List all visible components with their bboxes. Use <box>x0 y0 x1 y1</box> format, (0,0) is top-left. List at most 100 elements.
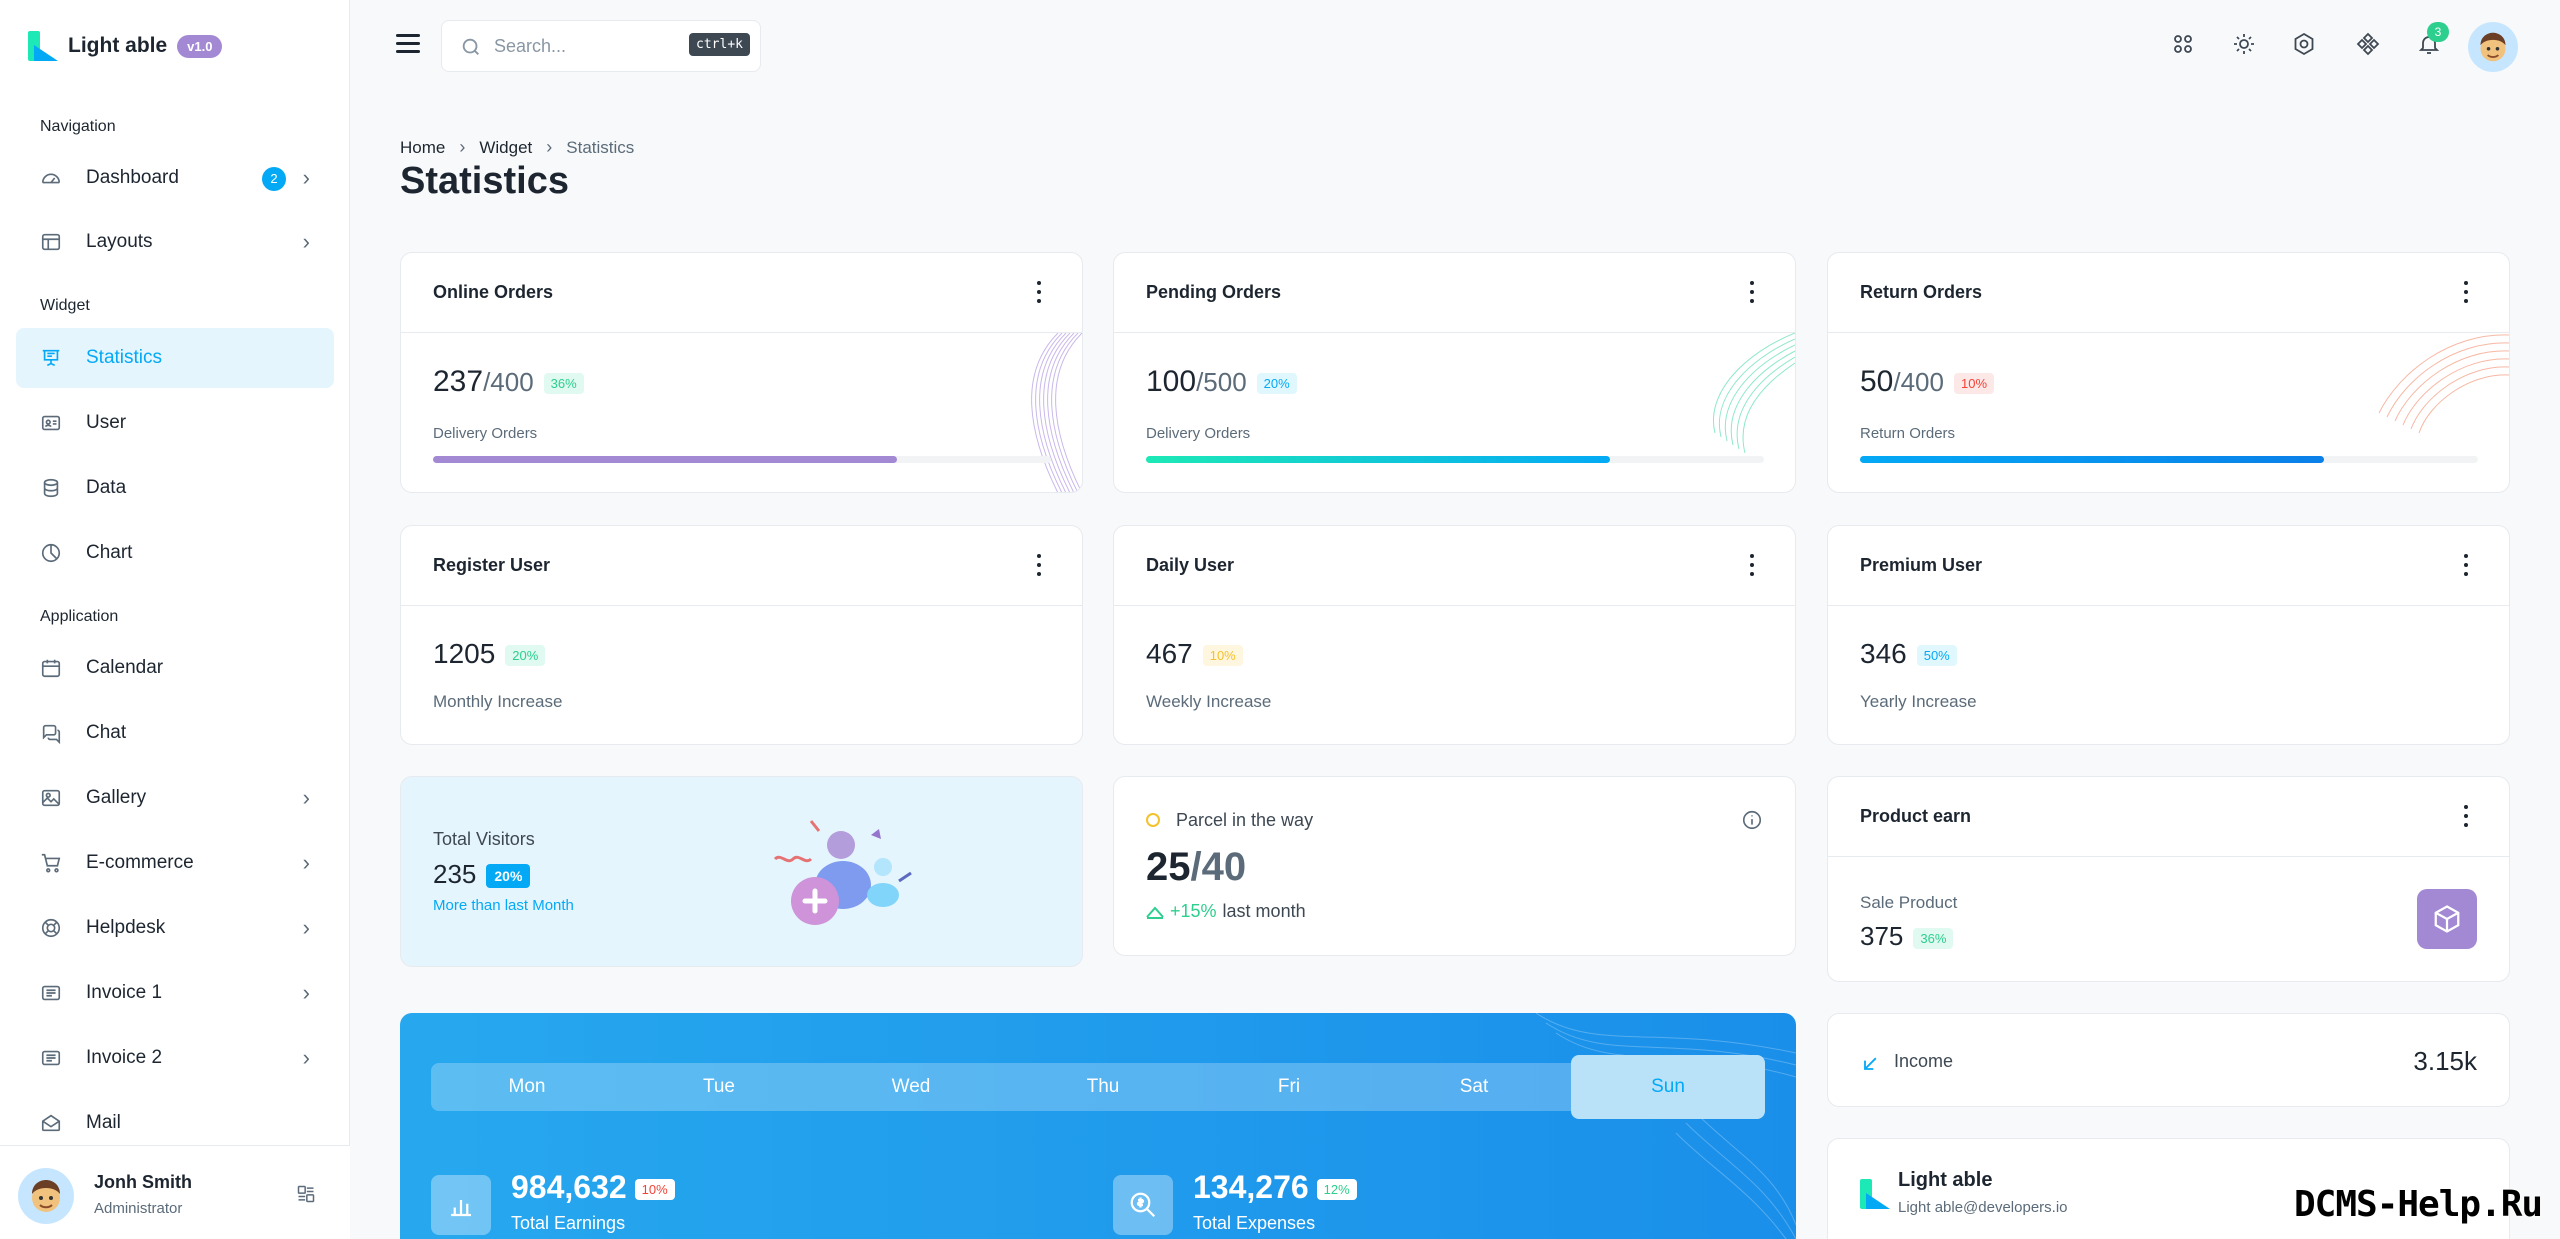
logo-icon <box>1860 1179 1890 1209</box>
sidebar-item-invoice-2[interactable]: Invoice 2 › <box>16 1028 334 1088</box>
sidebar-item-layouts[interactable]: Layouts › <box>16 212 334 272</box>
breadcrumb-widget[interactable]: Widget <box>479 137 533 157</box>
chevron-right-icon: › <box>302 915 310 940</box>
more-vertical-icon[interactable] <box>1036 281 1042 303</box>
income-label: Income <box>1894 1051 1954 1071</box>
sidebar-item-label: Chart <box>86 542 133 563</box>
parcel-trend: +15% last month <box>1146 901 1306 922</box>
daily-user-card: Daily User 467 10% Weekly Increase <box>1113 525 1796 745</box>
layout-icon <box>40 231 62 253</box>
tab-sun[interactable]: Sun <box>1571 1055 1765 1119</box>
more-vertical-icon[interactable] <box>2463 554 2469 576</box>
page-title: Statistics <box>400 160 569 202</box>
layers-icon[interactable] <box>2352 28 2384 60</box>
nav-caption-widget: Widget <box>40 297 90 314</box>
tab-tue[interactable]: Tue <box>702 1076 736 1097</box>
card-title: Product earn <box>1860 806 1972 826</box>
brand[interactable]: Light able v1.0 <box>28 30 223 62</box>
nav-caption-application: Application <box>40 608 119 625</box>
chevron-right-icon: › <box>302 850 310 875</box>
percent-badge: 36% <box>1913 927 1954 949</box>
card-title: Return Orders <box>1860 282 1983 302</box>
gear-icon[interactable] <box>2288 28 2320 60</box>
product-label: Sale Product <box>1860 893 1958 912</box>
more-vertical-icon[interactable] <box>2463 805 2469 827</box>
visitors-value: 235 20% <box>433 859 531 890</box>
card-title: Pending Orders <box>1146 282 1282 302</box>
online-orders-card: Online Orders 237/400 36% Delivery Orders <box>400 252 1083 493</box>
percent-badge: 20% <box>486 864 531 889</box>
product-value: 375 36% <box>1860 921 1954 952</box>
tab-fri[interactable]: Fri <box>1277 1076 1301 1097</box>
breadcrumb-home[interactable]: Home <box>400 137 446 157</box>
sidebar-item-chart[interactable]: Chart <box>16 523 334 583</box>
order-value: 50/400 10% <box>1860 365 1995 399</box>
tab-wed[interactable]: Wed <box>891 1076 931 1097</box>
more-vertical-icon[interactable] <box>1036 554 1042 576</box>
info-icon[interactable] <box>1741 809 1763 831</box>
user-card-icon <box>40 412 62 434</box>
tab-sat[interactable]: Sat <box>1459 1076 1489 1097</box>
user-subtitle: Yearly Increase <box>1860 692 1977 711</box>
search-icon <box>460 36 482 58</box>
sidebar-item-calendar[interactable]: Calendar <box>16 638 334 698</box>
user-subtitle: Weekly Increase <box>1146 692 1272 711</box>
search-shortcut: ctrl+k <box>689 33 750 56</box>
sidebar-item-label: Invoice 1 <box>86 982 163 1003</box>
sidebar-item-label: Gallery <box>86 787 147 808</box>
more-vertical-icon[interactable] <box>1749 281 1755 303</box>
settings-grid-icon[interactable] <box>296 1184 316 1204</box>
tab-mon[interactable]: Mon <box>508 1076 546 1097</box>
earnings-value: 984,632 10% <box>511 1169 675 1206</box>
sidebar-item-statistics[interactable]: Statistics <box>16 328 334 388</box>
avatar <box>18 1168 74 1224</box>
percent-badge: 36% <box>543 372 584 394</box>
chat-icon <box>40 722 62 744</box>
order-subtitle: Delivery Orders <box>1146 425 1251 442</box>
percent-badge: 12% <box>1316 1179 1357 1201</box>
sidebar-item-mail[interactable]: Mail <box>16 1093 334 1153</box>
header-avatar[interactable] <box>2468 22 2518 72</box>
percent-badge: 10% <box>1202 645 1243 667</box>
sidebar-item-dashboard[interactable]: Dashboard 2 › <box>16 148 334 208</box>
apps-icon[interactable] <box>2167 28 2199 60</box>
tab-thu[interactable]: Thu <box>1086 1076 1120 1097</box>
progress-bar <box>1860 456 2478 463</box>
sidebar-item-label: Statistics <box>86 347 163 368</box>
more-vertical-icon[interactable] <box>1749 554 1755 576</box>
total-visitors-card: Total Visitors 235 20% More than last Mon… <box>400 776 1083 967</box>
percent-badge: 20% <box>1256 372 1297 394</box>
sidebar-item-label: Invoice 2 <box>86 1047 163 1068</box>
sidebar-user-profile[interactable]: Jonh Smith Administrator <box>0 1145 350 1239</box>
calendar-icon <box>40 657 62 679</box>
sidebar-item-gallery[interactable]: Gallery › <box>16 768 334 828</box>
parcel-title: Parcel in the way <box>1176 810 1314 830</box>
menu-toggle-icon[interactable] <box>396 34 420 58</box>
sidebar-item-ecommerce[interactable]: E-commerce › <box>16 833 334 893</box>
sidebar-item-label: Data <box>86 477 127 498</box>
watermark-text: DCMS-Help.Ru <box>2294 1184 2543 1225</box>
progress-bar <box>433 456 1051 463</box>
search-input[interactable]: Search... ctrl+k <box>441 20 761 72</box>
money-search-icon <box>1113 1175 1173 1235</box>
sidebar-item-label: Chat <box>86 722 127 743</box>
pie-chart-icon <box>40 542 62 564</box>
sidebar-item-data[interactable]: Data <box>16 458 334 518</box>
sidebar-item-invoice-1[interactable]: Invoice 1 › <box>16 963 334 1023</box>
user-value: 346 50% <box>1860 638 1957 670</box>
user-subtitle: Monthly Increase <box>433 692 563 711</box>
chevron-right-icon: › <box>302 165 310 190</box>
more-vertical-icon[interactable] <box>2463 281 2469 303</box>
earnings-label: Total Earnings <box>511 1213 626 1233</box>
percent-badge: 10% <box>634 1179 675 1201</box>
sidebar: Light able v1.0 Navigation Dashboard 2 ›… <box>0 0 350 1239</box>
sidebar-item-user[interactable]: User <box>16 393 334 453</box>
order-value: 237/400 36% <box>433 365 584 399</box>
sun-icon[interactable] <box>2228 28 2260 60</box>
wave-decoration <box>2378 334 2509 434</box>
sidebar-item-chat[interactable]: Chat <box>16 703 334 763</box>
box-icon <box>2417 889 2477 949</box>
invoice-icon <box>40 982 62 1004</box>
sidebar-item-helpdesk[interactable]: Helpdesk › <box>16 898 334 958</box>
visitors-note: More than last Month <box>433 897 574 914</box>
